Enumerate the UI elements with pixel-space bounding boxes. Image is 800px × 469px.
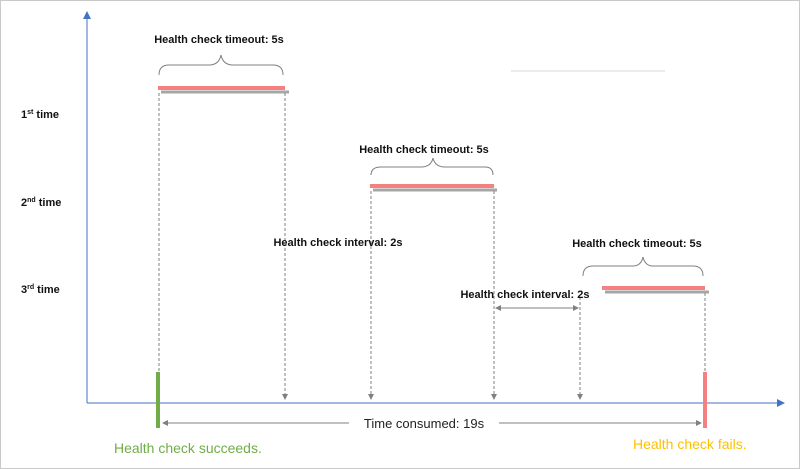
timeout-label-3: Health check timeout: 5s [572, 238, 702, 250]
row-label-1: 1st time [21, 109, 59, 121]
success-label: Health check succeeds. [114, 440, 262, 456]
total-label: Time consumed: 19s [364, 416, 485, 431]
fail-label: Health check fails. [633, 436, 747, 452]
row-label-2: 2nd time [21, 197, 61, 209]
timeout-label-1: Health check timeout: 5s [154, 34, 284, 46]
interval-label-2: Health check interval: 2s [460, 289, 589, 301]
timeout-brace-3 [582, 256, 704, 277]
timeout-brace-2 [370, 157, 494, 176]
timeout-label-2: Health check timeout: 5s [359, 144, 489, 156]
timeout-brace-1 [158, 54, 284, 76]
interval-label-1: Health check interval: 2s [273, 237, 402, 249]
row-label-3: 3rd time [21, 284, 60, 296]
